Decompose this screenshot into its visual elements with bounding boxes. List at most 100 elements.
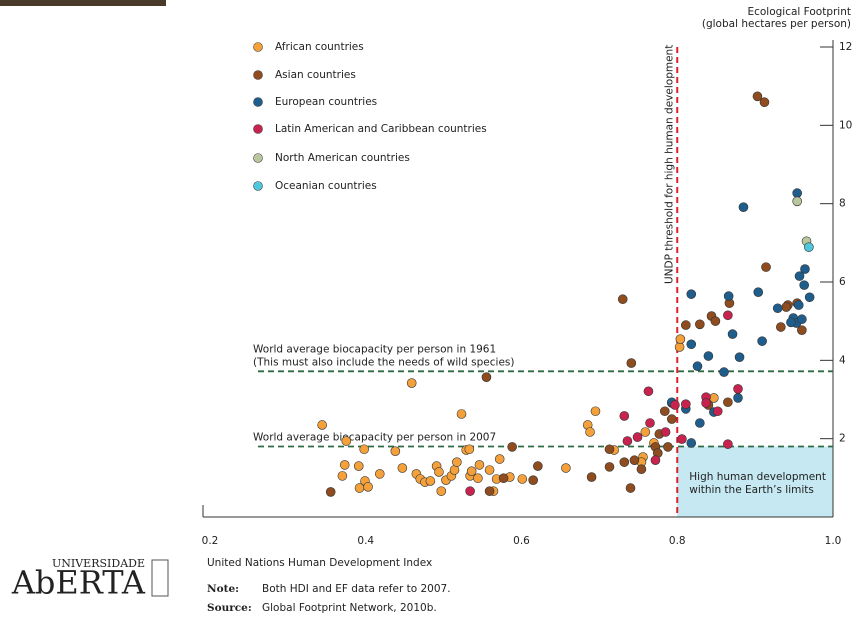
point <box>650 455 661 466</box>
logo-main: AbERTA <box>11 564 146 602</box>
y-title: (global hectares per person) <box>702 18 851 30</box>
legend-marker <box>253 181 263 191</box>
point <box>604 444 615 455</box>
point <box>703 351 714 361</box>
x-tick-label: 0.8 <box>669 535 686 547</box>
logo-mark <box>151 559 169 597</box>
point <box>797 325 807 335</box>
point <box>800 264 810 274</box>
legend-marker <box>253 153 263 163</box>
reference-label: World average biocapacity per person in … <box>253 343 496 355</box>
point <box>466 466 477 476</box>
point <box>629 455 640 466</box>
point <box>640 427 651 437</box>
legend-label: Latin American and Caribbean countries <box>275 123 487 135</box>
point <box>353 461 364 471</box>
point <box>686 339 697 350</box>
point <box>734 352 745 363</box>
point <box>619 411 630 421</box>
point <box>528 475 538 485</box>
point <box>723 397 733 408</box>
point <box>792 196 802 207</box>
point <box>666 414 677 424</box>
highlight-label: High human development <box>689 471 826 483</box>
point <box>723 291 734 301</box>
point <box>456 409 467 419</box>
point <box>799 280 809 290</box>
legend-label: European countries <box>275 96 377 108</box>
point <box>617 294 628 305</box>
point <box>670 400 680 410</box>
point <box>753 287 764 297</box>
point <box>793 300 804 310</box>
point <box>473 473 483 484</box>
point <box>590 406 601 417</box>
highlight-box <box>677 446 833 517</box>
point <box>622 436 633 446</box>
point <box>604 462 615 472</box>
point <box>464 444 475 455</box>
point <box>626 358 637 368</box>
point <box>325 487 336 497</box>
note-label: Note: <box>207 583 239 595</box>
point <box>474 460 485 470</box>
point <box>498 473 509 484</box>
point <box>757 336 767 346</box>
point <box>341 436 352 446</box>
point <box>695 418 705 428</box>
point <box>374 469 385 479</box>
point <box>354 483 365 493</box>
point <box>738 202 749 212</box>
point <box>436 486 447 496</box>
point <box>804 242 814 252</box>
x-tick-label: 1.0 <box>825 535 842 547</box>
source-label: Source: <box>207 602 252 614</box>
point <box>797 314 807 325</box>
point <box>625 483 636 493</box>
point <box>517 474 528 484</box>
y-tick-label: 10 <box>839 119 852 131</box>
point <box>686 289 697 299</box>
reference-label: (This must also include the needs of wil… <box>253 356 514 368</box>
point <box>727 329 738 339</box>
point <box>465 486 475 496</box>
point <box>533 461 543 471</box>
point <box>786 317 796 328</box>
point <box>561 463 571 473</box>
point <box>363 482 373 492</box>
legend-marker <box>253 97 263 107</box>
point <box>675 334 686 344</box>
point <box>484 486 495 496</box>
point <box>434 467 444 477</box>
point <box>484 465 495 475</box>
x-tick-label: 0.4 <box>357 535 374 547</box>
source-text: Global Footprint Network, 2010b. <box>262 602 437 614</box>
point <box>759 97 770 108</box>
point <box>723 310 733 321</box>
point <box>804 292 815 303</box>
point <box>406 378 417 388</box>
point <box>710 316 721 326</box>
x-tick-label: 0.6 <box>513 535 530 547</box>
point <box>452 457 462 467</box>
point <box>339 460 350 470</box>
threshold-label: UNDP threshold for high human developmen… <box>663 45 675 284</box>
legend-label: North American countries <box>275 152 410 164</box>
legend-marker <box>253 42 263 52</box>
point <box>692 361 703 372</box>
point <box>494 454 505 464</box>
y-tick-label: 2 <box>839 433 846 445</box>
x-title: United Nations Human Development Index <box>207 557 432 569</box>
point <box>397 463 408 473</box>
point <box>701 398 711 408</box>
cropped-image <box>0 0 166 6</box>
point <box>586 472 597 482</box>
point <box>792 188 802 198</box>
point <box>719 367 729 377</box>
point <box>359 444 369 455</box>
point <box>781 302 792 312</box>
point <box>390 446 401 457</box>
y-tick-label: 12 <box>839 41 852 53</box>
point <box>659 406 670 417</box>
reference-label: World average biocapacity per person in … <box>253 432 496 444</box>
